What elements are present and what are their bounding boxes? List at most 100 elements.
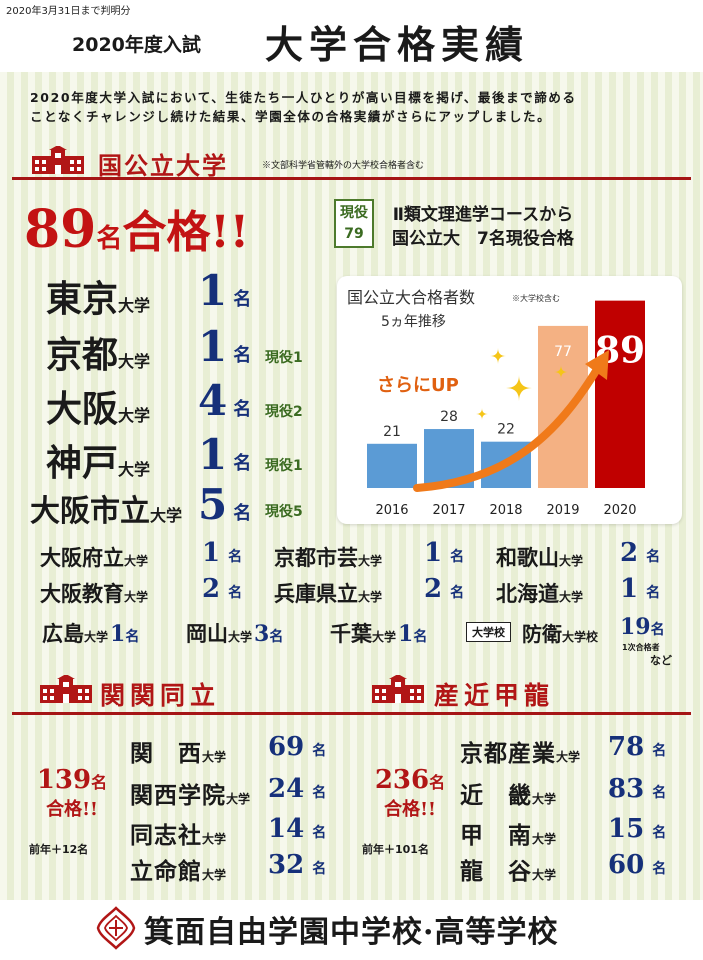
header-band bbox=[0, 0, 703, 72]
count-unit: 名 bbox=[233, 399, 252, 420]
university-suffix: 大学 bbox=[532, 868, 557, 882]
university-suffix: 大学 bbox=[559, 590, 584, 604]
university-row: 関 西大学 bbox=[130, 734, 226, 768]
count-unit: 名 bbox=[233, 503, 252, 524]
university-suffix: 大学 bbox=[559, 554, 584, 568]
university-count: 60 名 bbox=[608, 850, 666, 880]
school-building-icon bbox=[372, 675, 424, 703]
count-unit: 名 bbox=[233, 345, 252, 366]
university-name: 大阪市立 bbox=[30, 494, 150, 529]
university-count: 83 名 bbox=[608, 774, 666, 804]
university-count: 24 名 bbox=[268, 774, 326, 804]
major-university-row: 神戸大学 bbox=[46, 434, 150, 486]
chart-value-label: 22 bbox=[497, 422, 515, 438]
page-subtitle: 2020年度入試 bbox=[72, 34, 201, 56]
total-suffix: 合格!! bbox=[46, 799, 98, 820]
chart-note: ※大学校含む bbox=[512, 293, 560, 303]
university-suffix: 大学 bbox=[118, 352, 151, 371]
university-name: 和歌山 bbox=[496, 546, 559, 570]
university-row: 京都産業大学 bbox=[460, 734, 580, 768]
national-heading: 国公立大学 bbox=[98, 151, 228, 180]
university-name: 京都産業 bbox=[460, 741, 556, 767]
university-name: 神戸 bbox=[46, 443, 119, 484]
university-suffix: 大学 bbox=[226, 792, 251, 806]
count-number: 1 bbox=[198, 266, 228, 315]
arrow-head-icon bbox=[585, 350, 609, 380]
count-unit: 名 bbox=[650, 622, 665, 638]
university-row: 和歌山大学 bbox=[496, 542, 583, 572]
university-name: 防衛 bbox=[522, 622, 562, 646]
chart-bar bbox=[595, 300, 645, 488]
university-count: 14 名 bbox=[268, 814, 326, 844]
active-count-badge: 現役 79 bbox=[334, 199, 374, 248]
major-university-row: 京都大学 bbox=[46, 326, 150, 378]
university-row: 近 畿大学 bbox=[460, 776, 556, 810]
university-row: 同志社大学 bbox=[130, 816, 226, 850]
count-unit: 名 bbox=[450, 585, 465, 601]
university-suffix: 大学 bbox=[202, 868, 227, 882]
count-number: 1 bbox=[398, 621, 414, 647]
intro-paragraph: 2020年度大学入試において、生徒たち一人ひとりが高い目標を掲げ、最後まで諦める… bbox=[30, 88, 680, 126]
active-label: 現役 bbox=[340, 205, 368, 221]
school-building-icon bbox=[40, 675, 92, 703]
count-number: 69 bbox=[268, 732, 305, 762]
notice-text: 2020年3月31日まで判明分 bbox=[6, 6, 131, 17]
count-unit: 名 bbox=[233, 453, 252, 474]
count-unit: 名 bbox=[312, 785, 327, 801]
count-number: 2 bbox=[620, 538, 639, 568]
university-row: 広島大学1名 bbox=[42, 618, 139, 648]
chart-annotation: さらにUP bbox=[377, 375, 459, 396]
count-unit: 名 bbox=[233, 289, 252, 310]
chart-x-tick-label: 2016 bbox=[375, 503, 408, 518]
count-number: 2 bbox=[202, 574, 221, 604]
national-total-unit: 名 bbox=[96, 224, 123, 254]
chart-x-tick-label: 2019 bbox=[546, 503, 579, 518]
count-number: 3 bbox=[254, 621, 270, 647]
national-note: ※文部科学省管轄外の大学校合格者含む bbox=[262, 161, 425, 171]
university-suffix: 大学 bbox=[84, 630, 109, 644]
university-suffix: 大学 bbox=[532, 832, 557, 846]
university-suffix: 大学 bbox=[372, 630, 397, 644]
university-count: 15 名 bbox=[608, 814, 666, 844]
school-emblem-icon bbox=[96, 906, 136, 950]
university-suffix: 大学 bbox=[118, 460, 151, 479]
count-unit: 名 bbox=[652, 743, 667, 759]
previous-year-note: 前年＋101名 bbox=[362, 843, 429, 856]
university-suffix: 大学 bbox=[358, 554, 383, 568]
national-total: 89名合格!! bbox=[24, 196, 249, 260]
course-note-line-2: 国公立大 7名現役合格 bbox=[392, 229, 574, 249]
school-building-icon bbox=[32, 146, 84, 174]
university-name: 同志社 bbox=[130, 823, 202, 849]
university-suffix: 大学 bbox=[202, 832, 227, 846]
page-title: 大学合格実績 bbox=[265, 23, 530, 67]
university-name: 大阪教育 bbox=[40, 582, 124, 606]
active-number: 79 bbox=[344, 226, 364, 242]
university-name: 京都市芸 bbox=[274, 546, 358, 570]
count-unit: 名 bbox=[646, 549, 661, 565]
section-divider bbox=[12, 712, 691, 715]
count-number: 60 bbox=[608, 850, 645, 880]
count-number: 4 bbox=[198, 376, 228, 425]
chart-x-tick-label: 2018 bbox=[489, 503, 522, 518]
chart-value-label: 21 bbox=[383, 424, 401, 440]
count-unit: 名 bbox=[312, 743, 327, 759]
active-note: 現役1 bbox=[265, 458, 303, 474]
university-suffix: 大学 bbox=[124, 554, 149, 568]
total-number: 139 bbox=[36, 765, 92, 795]
university-row: 防衛大学校 bbox=[522, 618, 598, 647]
major-university-row: 大阪大学 bbox=[46, 380, 150, 432]
major-university-row: 大阪市立大学 bbox=[30, 486, 182, 530]
university-suffix: 大学 bbox=[124, 590, 149, 604]
university-name: 甲 南 bbox=[460, 823, 532, 849]
university-name: 東京 bbox=[46, 279, 119, 320]
major-university-row: 東京大学 bbox=[46, 270, 150, 322]
university-row: 兵庫県立大学 bbox=[274, 578, 382, 608]
